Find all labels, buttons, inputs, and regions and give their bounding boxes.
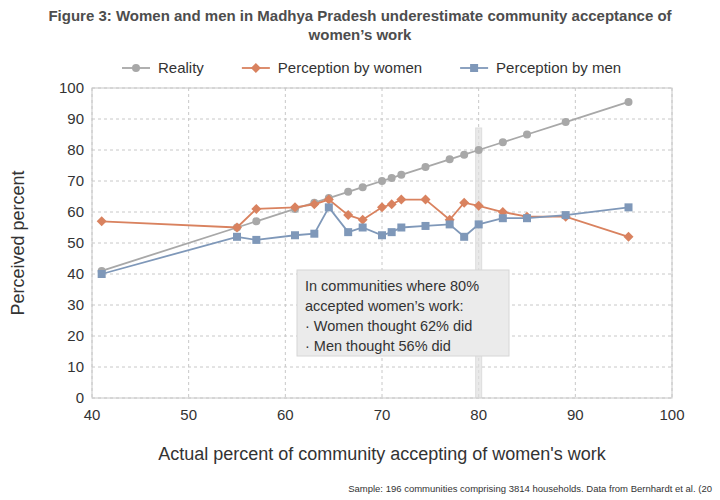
tick-label: 70 (374, 406, 391, 423)
tick-label: 100 (59, 79, 84, 96)
grid-line (285, 88, 286, 398)
data-point (387, 199, 397, 209)
legend-label: Perception by men (496, 59, 621, 76)
data-point (562, 118, 570, 126)
data-point (309, 199, 319, 209)
data-point (460, 233, 468, 241)
data-point (324, 195, 334, 205)
series-line (102, 207, 629, 274)
data-point (388, 174, 396, 182)
data-point (377, 202, 387, 212)
tick-label: 90 (67, 110, 84, 127)
tick-label: 20 (67, 327, 84, 344)
data-point (344, 228, 352, 236)
grid-line (92, 243, 672, 244)
data-point (396, 195, 406, 205)
tick-label: 60 (67, 203, 84, 220)
data-point (421, 195, 431, 205)
data-point (343, 210, 353, 220)
annotation-text: · Men thought 56% did (305, 338, 451, 354)
legend-label: Reality (158, 59, 204, 76)
data-point (460, 151, 468, 159)
data-point (325, 203, 333, 211)
data-point (446, 155, 454, 163)
legend-marker (470, 64, 478, 72)
data-point (522, 212, 532, 222)
data-point (446, 220, 454, 228)
data-point (474, 201, 484, 211)
data-point (523, 214, 531, 222)
data-point (624, 232, 634, 242)
data-point (388, 228, 396, 236)
tick-label: 90 (567, 406, 584, 423)
data-point (499, 138, 507, 146)
data-point (290, 202, 300, 212)
data-point (344, 188, 352, 196)
legend-marker (251, 63, 261, 73)
series-line (102, 200, 629, 237)
data-point (359, 224, 367, 232)
data-point (397, 171, 405, 179)
data-point (397, 224, 405, 232)
tick-label: 10 (67, 358, 84, 375)
tick-label: 70 (67, 172, 84, 189)
legend-label: Perception by women (278, 59, 422, 76)
tick-label: 0 (76, 389, 84, 406)
data-point (97, 216, 107, 226)
data-point (625, 98, 633, 106)
tick-label: 60 (277, 406, 294, 423)
data-point (310, 230, 318, 238)
tick-label: 80 (470, 406, 487, 423)
data-point (562, 211, 570, 219)
legend-marker (132, 64, 140, 72)
tick-label: 30 (67, 296, 84, 313)
data-point (233, 233, 241, 241)
data-point (499, 214, 507, 222)
data-point (523, 131, 531, 139)
annotation-text: In communities where 80% (305, 278, 479, 294)
data-point (378, 177, 386, 185)
data-point (359, 183, 367, 191)
legend: Reality Perception by women Perception by … (122, 59, 621, 76)
data-point (422, 163, 430, 171)
source-note: Sample: 196 communities comprising 3814 … (348, 483, 712, 494)
highlight-band (476, 128, 482, 398)
plot-frame (92, 88, 672, 398)
annotation-text: · Women thought 62% did (305, 318, 472, 334)
tick-label: 40 (84, 406, 101, 423)
chart: 0 10 20 30 40 50 60 70 80 90 100 40 50 60 70 80 90 100 Act… (0, 0, 720, 500)
data-point (358, 215, 368, 225)
data-point (378, 231, 386, 239)
tick-label: 40 (67, 265, 84, 282)
data-point (252, 236, 260, 244)
x-axis-label: Actual percent of community accepting of… (158, 444, 607, 464)
series-line (102, 102, 629, 271)
grid-line (575, 88, 576, 398)
data-point (475, 220, 483, 228)
annotation-box (297, 270, 509, 356)
title: Figure 3: Women and men in Madhya Prades… (40, 6, 680, 44)
tick-label: 80 (67, 141, 84, 158)
data-point (291, 231, 299, 239)
data-point (422, 222, 430, 230)
data-point (252, 217, 260, 225)
data-point (98, 270, 106, 278)
tick-label: 100 (659, 406, 684, 423)
plot-area (97, 98, 634, 398)
y-axis-label: Perceived percent (8, 170, 28, 315)
annotation-text: accepted women’s work: (305, 298, 464, 314)
data-point (561, 212, 571, 222)
data-point (459, 198, 469, 208)
tick-label: 50 (67, 234, 84, 251)
tick-label: 50 (180, 406, 197, 423)
data-point (625, 203, 633, 211)
data-point (475, 146, 483, 154)
data-point (232, 223, 242, 233)
data-point (251, 204, 261, 214)
